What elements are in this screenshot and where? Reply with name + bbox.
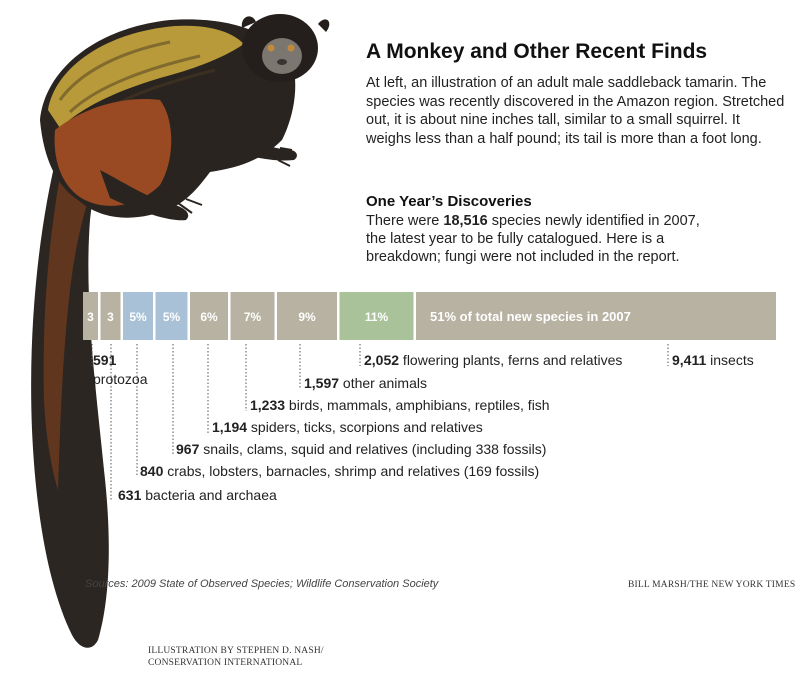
category-label-3: 967 snails, clams, squid and relatives (… <box>176 441 546 457</box>
bar-segment-label-4: 6% <box>200 310 218 324</box>
category-label-2: 840 crabs, lobsters, barnacles, shrimp a… <box>140 463 539 479</box>
category-name-7: flowering plants, ferns and relatives <box>399 352 623 368</box>
category-count-3: 967 <box>176 441 200 457</box>
category-name-6: other animals <box>339 375 427 391</box>
bar-segment-label-0: 3 <box>87 310 94 324</box>
chart-title: A Monkey and Other Recent Finds <box>366 40 708 63</box>
bar-segment-7 <box>339 292 414 340</box>
bar-segment-2 <box>123 292 153 340</box>
illustration-credit-line-1: ILLUSTRATION BY STEPHEN D. NASH/ <box>148 646 324 656</box>
category-count-4: 1,194 <box>212 419 248 435</box>
bar-segment-0 <box>83 292 98 340</box>
subhead-line-1-post: species newly identified in 2007, <box>487 213 700 229</box>
category-count-7: 2,052 <box>364 352 400 368</box>
category-count-1: 631 <box>118 487 142 503</box>
subhead-line-3: breakdown; fungi were not included in th… <box>366 249 680 265</box>
bar-segment-3 <box>155 292 188 340</box>
graphic-credit: BILL MARSH/THE NEW YORK TIMES <box>628 580 796 590</box>
source-note: Sources: 2009 State of Observed Species;… <box>85 578 439 590</box>
bar-segment-5 <box>230 292 275 340</box>
category-label-4: 1,194 spiders, ticks, scorpions and rela… <box>212 419 483 435</box>
category-count-0: 591 <box>93 352 117 368</box>
tamarin-arm <box>226 130 297 161</box>
category-name-5: birds, mammals, amphibians, reptiles, fi… <box>285 397 550 413</box>
intro-text: At left, an illustration of an adult mal… <box>366 75 785 147</box>
total-count: 18,516 <box>443 213 488 229</box>
bar-segment-label-5: 7% <box>244 310 262 324</box>
bar-segment-label-7: 11% <box>365 310 389 324</box>
tamarin-flank <box>54 99 172 206</box>
category-count-6: 1,597 <box>304 375 340 391</box>
protozoa-label: protozoa <box>93 371 148 387</box>
bar-segment-4 <box>190 292 228 340</box>
subhead-line-1: There were 18,516 species newly identifi… <box>366 213 700 229</box>
bar-segment-label-1: 3 <box>107 310 114 324</box>
subhead-line-1-pre: There were <box>366 213 444 229</box>
category-label-5: 1,233 birds, mammals, amphibians, reptil… <box>250 397 550 413</box>
category-count-5: 1,233 <box>250 397 286 413</box>
illustration-credit-line-2: CONSERVATION INTERNATIONAL <box>148 658 303 668</box>
category-label-0: 591 <box>93 352 116 368</box>
category-label-8: 9,411 insects <box>672 352 754 368</box>
bar-segment-8 <box>416 292 776 340</box>
category-count-2: 840 <box>140 463 164 479</box>
bar-segment-label-6: 9% <box>298 310 316 324</box>
category-label-7: 2,052 flowering plants, ferns and relati… <box>364 352 622 368</box>
subhead-line-2: the latest year to be fully catalogued. … <box>366 231 665 247</box>
bar-segment-1 <box>100 292 121 340</box>
bar-segment-label-3: 5% <box>163 310 181 324</box>
bar-segment-6 <box>277 292 337 340</box>
bar-segment-label-2: 5% <box>129 310 147 324</box>
category-label-6: 1,597 other animals <box>304 375 427 391</box>
bar-segment-label-8: 51% of total new species in 2007 <box>430 309 631 324</box>
category-name-8: insects <box>706 352 754 368</box>
category-name-2: crabs, lobsters, barnacles, shrimp and r… <box>163 463 540 479</box>
category-name-4: spiders, ticks, scorpions and relatives <box>247 419 483 435</box>
category-count-8: 9,411 <box>672 352 707 368</box>
tamarin-saddle <box>48 25 244 129</box>
category-name-3: snails, clams, squid and relatives (incl… <box>199 441 547 457</box>
category-label-1: 631 bacteria and archaea <box>118 487 277 503</box>
tamarin-hind-leg <box>100 170 189 221</box>
subhead: One Year’s Discoveries <box>366 193 532 210</box>
category-name-1: bacteria and archaea <box>141 487 277 503</box>
